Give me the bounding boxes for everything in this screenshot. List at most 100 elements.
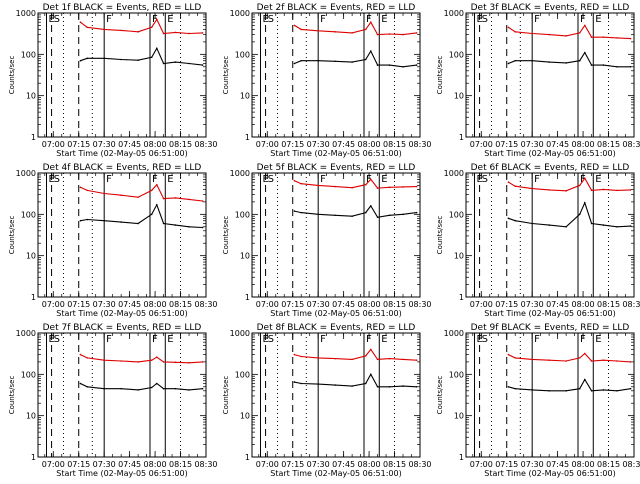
data-point [629,189,632,191]
x-tick-label: 07:30 [521,300,544,309]
x-tick-label: 07:30 [307,300,330,309]
x-tick-label: 08:15 [169,460,192,469]
series-line-lld [80,354,203,364]
data-point [162,222,165,225]
plot-frame [37,332,207,458]
x-tick-label: 07:30 [521,460,544,469]
data-point [334,185,336,188]
data-point [103,28,105,31]
x-tick-label: 08:00 [572,460,595,469]
x-tick-label: 08:30 [622,140,640,149]
x-tick-label: 07:45 [332,460,355,469]
time-markers: ESFFE [473,13,610,137]
x-tick-label: 08:30 [408,140,431,149]
data-point [602,188,605,191]
data-point [376,64,379,66]
y-tick-label: 1000 [230,329,250,338]
series-line-events [80,47,203,66]
x-tick-label: 08:00 [358,140,381,149]
x-tick-label: 08:15 [169,300,192,309]
data-point [616,189,618,192]
data-point [201,361,204,363]
y-axis: 1 10 100 1000 [444,9,634,142]
data-point [317,357,319,359]
data-point [369,373,372,376]
marker-label: F [366,14,372,25]
data-point [120,194,122,197]
marker-label: F [106,14,112,25]
y-tick-label: 100 [449,210,464,219]
marker-label: F [106,334,112,345]
x-tick-label: 08:15 [597,140,620,149]
marker-label: F [320,14,326,25]
marker-label: F [534,334,540,345]
data-point [565,225,567,228]
marker-label: F [580,174,586,185]
data-point [293,62,296,65]
marker-label: E [167,14,173,25]
y-tick-label: 1 [31,453,36,462]
y-tick-label: 1000 [230,9,250,18]
plot-frame [465,12,635,138]
y-axis: 1 10 100 1000 [444,329,634,462]
x-tick-label: 08:15 [597,300,620,309]
data-point [137,196,139,198]
data-point [583,24,586,27]
y-tick-label: 100 [235,370,250,379]
x-tick-label: 07:00 [42,140,65,149]
x-tick-label: 07:15 [495,300,518,309]
data-point [629,225,632,227]
data-point [583,202,586,204]
data-point [369,178,372,181]
data-point [602,389,605,391]
x-tick-label: 08:00 [358,460,381,469]
data-point [507,26,510,29]
y-tick-label: 1000 [444,329,464,338]
data-point [155,382,158,385]
data-point [629,65,632,68]
data-point [369,21,372,23]
y-tick-label: 1 [245,133,250,142]
y-tick-label: 1 [459,453,464,462]
data-point [79,21,82,23]
y-axis-title: Counts/sec [8,216,16,255]
data-point [86,57,89,60]
data-point [364,211,367,214]
data-point [188,362,190,364]
data-point [188,32,190,35]
data-point [616,225,618,228]
data-point [388,357,391,360]
data-point [188,198,190,201]
data-point [531,358,533,361]
marker-label: E [167,334,173,345]
data-point [300,59,303,62]
series-line-events [508,51,631,68]
plot-frame [465,172,635,298]
data-point [300,28,303,31]
data-point [79,219,82,222]
data-point [174,61,177,63]
data-point [364,28,367,31]
data-point [369,205,372,207]
data-point [150,26,153,29]
plot-frame [251,332,421,458]
data-point [351,186,353,189]
y-tick-label: 1 [459,133,464,142]
plot-frame [465,332,635,458]
data-point [201,226,204,229]
x-tick-label: 07:00 [42,460,65,469]
x-tick-label: 08:15 [383,300,406,309]
marker-label: S [482,174,488,185]
time-markers: ESFFE [259,173,396,297]
data-point [364,382,367,385]
series-line-events [294,204,417,218]
y-tick-label: 10 [240,412,250,421]
data-point [137,361,139,363]
data-point [334,384,336,386]
x-tick-label: 07:00 [256,460,279,469]
data-point [120,387,122,390]
data-point [155,18,158,21]
